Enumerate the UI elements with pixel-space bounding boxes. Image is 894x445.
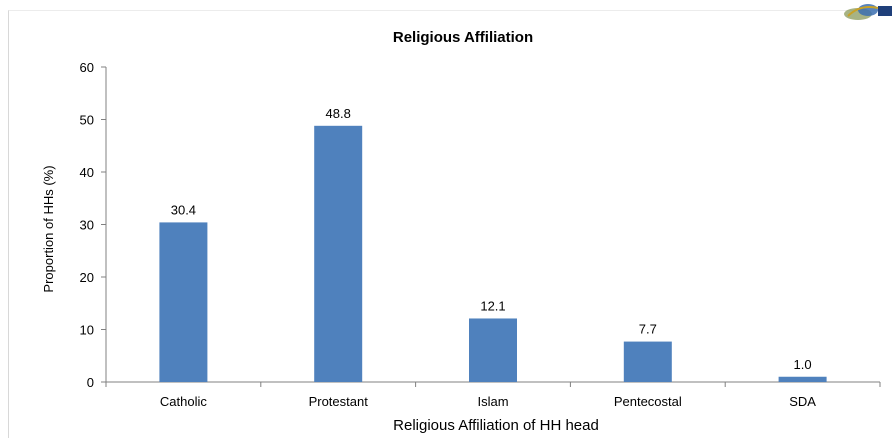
data-label: 30.4 — [171, 202, 196, 217]
bar-protestant — [314, 125, 363, 383]
data-label: 7.7 — [639, 322, 657, 337]
y-tick-label: 30 — [80, 218, 94, 233]
x-tick-label: Pentecostal — [614, 394, 682, 409]
y-tick-label: 10 — [80, 323, 94, 338]
data-label: 12.1 — [480, 298, 505, 313]
x-tick-label: Protestant — [309, 394, 369, 409]
x-tick-label: SDA — [789, 394, 816, 409]
chart-title: Religious Affiliation — [393, 29, 533, 46]
bar-pentecostal — [623, 341, 672, 382]
y-tick-label: 50 — [80, 113, 94, 128]
x-tick-label: Islam — [477, 394, 508, 409]
data-label: 1.0 — [794, 357, 812, 372]
bars — [159, 125, 827, 383]
x-axis-label: Religious Affiliation of HH head — [393, 417, 599, 434]
data-labels: 30.4 Catholic 48.8 Protestant 12.1 Islam 7.7 Pe… — [160, 106, 816, 409]
bar-sda — [778, 376, 827, 382]
y-tick-label: 20 — [80, 270, 94, 285]
y-tick-label: 0 — [87, 375, 94, 390]
bar-catholic — [159, 222, 208, 382]
y-tick-label: 60 — [80, 60, 94, 75]
bar-islam — [469, 318, 517, 382]
axes: 0 10 20 30 40 50 60 — [80, 60, 881, 390]
chart-frame — [8, 10, 888, 438]
institution-logo-icon — [844, 4, 892, 20]
x-tick-label: Catholic — [160, 394, 207, 409]
y-axis-label: Proportion of HHs (%) — [41, 165, 56, 292]
y-tick-label: 40 — [80, 165, 94, 180]
data-label: 48.8 — [326, 106, 351, 121]
